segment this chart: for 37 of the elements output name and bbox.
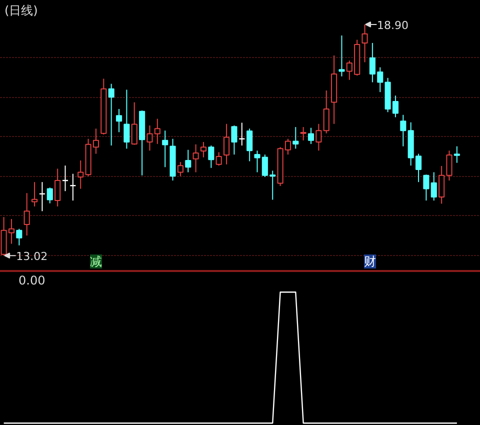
- candlestick: [177, 162, 184, 177]
- candlestick: [208, 145, 214, 168]
- candlestick: [231, 124, 238, 156]
- candlestick: [400, 114, 406, 147]
- annotation: 减: [90, 254, 102, 268]
- chart-title: (日线): [4, 4, 38, 18]
- candlestick: [131, 102, 138, 146]
- candlestick: [362, 24, 368, 63]
- candlestick: [246, 128, 253, 162]
- candlestick: [108, 83, 114, 146]
- candlestick: [116, 108, 122, 133]
- chart-title: 0.00: [18, 274, 46, 288]
- annotation: 财: [364, 254, 376, 268]
- candlestick: [185, 149, 192, 173]
- candlestick: [192, 144, 199, 173]
- candlestick: [223, 123, 230, 165]
- candlestick: [31, 182, 38, 207]
- candlestick: [200, 141, 207, 158]
- candlestick: [216, 152, 222, 166]
- candlestick: [323, 90, 330, 134]
- candlestick: [430, 172, 437, 202]
- candlestick: [16, 228, 22, 246]
- candlestick: [162, 130, 168, 168]
- candlestick: [308, 127, 314, 144]
- candlestick: [300, 126, 306, 141]
- candlestick: [423, 174, 430, 202]
- candlestick: [124, 89, 130, 150]
- candlestick: [238, 122, 246, 146]
- annotation: 18.90: [377, 18, 409, 32]
- candlestick: [292, 126, 299, 150]
- candlestick: [338, 34, 345, 77]
- candlestick: [316, 123, 322, 152]
- candlestick: [54, 168, 61, 207]
- candlestick: [454, 146, 460, 164]
- candlestick: [24, 192, 30, 236]
- candlestick: [46, 187, 53, 204]
- annotation: 13.02: [16, 250, 48, 264]
